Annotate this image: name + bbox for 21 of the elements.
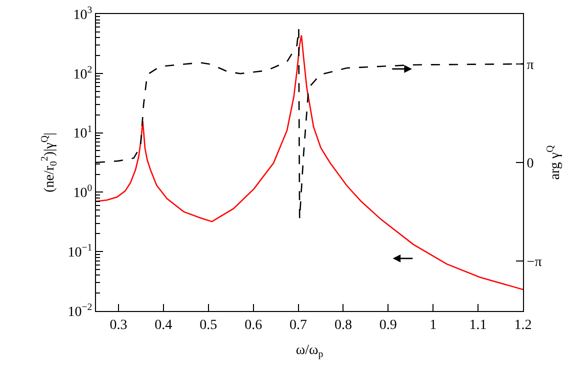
y-tick-label: 10$^{3}$ xyxy=(73,5,92,23)
x-tick-label: 0.9 xyxy=(379,318,397,333)
x-tick-label: 1.2 xyxy=(514,318,532,333)
y-tick-label: 10$^{−2}$ xyxy=(68,302,92,320)
x-tick-label: 0.7 xyxy=(290,318,308,333)
x-tick-label: 1.1 xyxy=(469,318,487,333)
x-tick-label: 0.4 xyxy=(154,318,172,333)
y-tick-label: 10$^{1}$ xyxy=(73,124,92,142)
y-tick-label: 10$^{0}$ xyxy=(73,183,92,202)
line-series xyxy=(96,34,523,290)
x-tick-label: 1 xyxy=(430,318,437,333)
x-tick-label: 0.5 xyxy=(200,318,218,333)
x-tick-label: 0.8 xyxy=(334,318,352,333)
x-tick-label: 0.3 xyxy=(110,318,128,333)
y2-tick-label: π xyxy=(526,58,534,73)
y-tick-label: 10$^{−1}$ xyxy=(68,242,92,260)
y-tick-label: 10$^{2}$ xyxy=(73,64,92,82)
y2-tick-label: −π xyxy=(526,255,542,270)
x-tick-label: 0.6 xyxy=(244,318,262,333)
x-axis-title: ω/ω$_{p}$ xyxy=(296,343,324,360)
y2-tick-label: 0 xyxy=(526,156,534,172)
